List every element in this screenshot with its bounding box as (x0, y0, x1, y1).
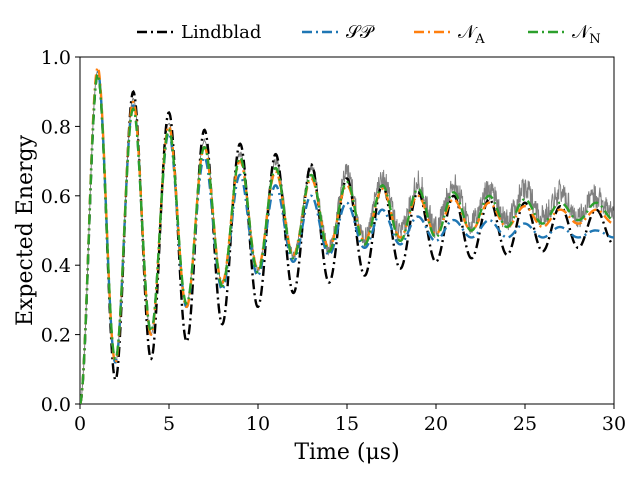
series-line-lindblad (80, 71, 614, 404)
y-tick-label: 0.0 (41, 394, 71, 416)
x-axis-label: Time (μs) (294, 440, 399, 465)
series-line-n-n (80, 71, 614, 404)
x-tick-label: 5 (163, 413, 175, 435)
x-tick-label: 0 (74, 413, 86, 435)
noise-trace (80, 70, 614, 404)
series-line-n-a (80, 64, 614, 404)
legend-label-n-n: 𝒩N (572, 22, 601, 47)
x-axis: 0 5 10 15 20 25 30 (74, 404, 626, 435)
x-tick-label: 30 (602, 413, 626, 435)
y-axis: 0.0 0.2 0.4 0.6 0.8 1.0 (41, 47, 80, 416)
x-tick-label: 20 (424, 413, 448, 435)
legend-label-sp: 𝒮𝒫 (346, 22, 375, 43)
x-tick-label: 25 (513, 413, 537, 435)
series-line-sp (80, 68, 614, 404)
x-tick-label: 10 (246, 413, 270, 435)
y-tick-label: 0.2 (41, 325, 71, 347)
y-tick-label: 0.4 (41, 255, 71, 277)
legend-label-n-a: 𝒩A (458, 22, 485, 47)
y-tick-label: 1.0 (41, 47, 71, 69)
plot-area (80, 64, 614, 404)
y-axis-label: Expected Energy (13, 134, 38, 326)
y-tick-label: 0.8 (41, 116, 71, 138)
legend: Lindblad 𝒮𝒫 𝒩A 𝒩N (137, 22, 601, 47)
x-tick-label: 15 (335, 413, 359, 435)
legend-label-lindblad: Lindblad (181, 22, 261, 43)
y-tick-label: 0.6 (41, 186, 71, 208)
